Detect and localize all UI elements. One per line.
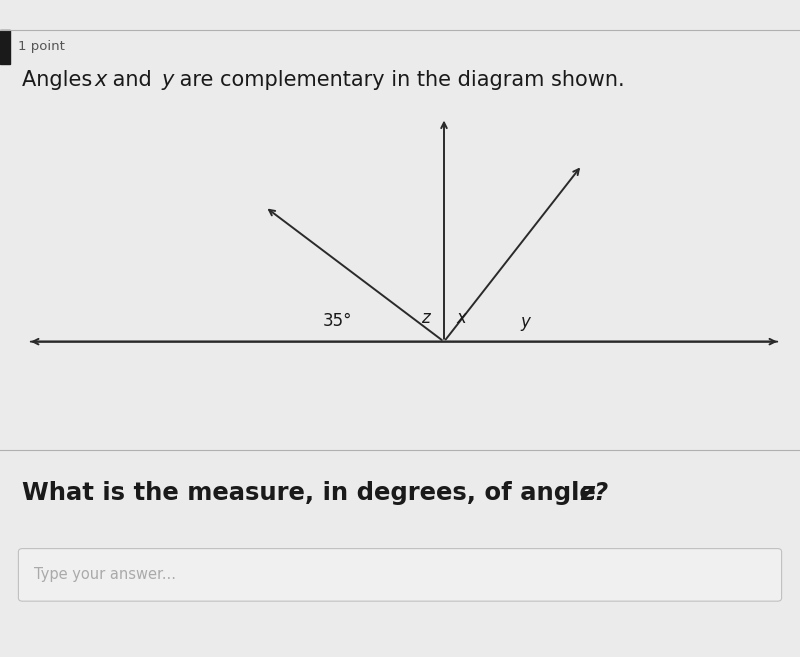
Text: 1 point: 1 point [18, 40, 65, 53]
Text: x: x [94, 70, 106, 90]
Bar [0, 30, 10, 64]
Text: are complementary in the diagram shown.: are complementary in the diagram shown. [173, 70, 625, 90]
Text: z?: z? [580, 481, 608, 505]
Text: x: x [456, 309, 466, 327]
Text: Angles: Angles [22, 70, 99, 90]
Text: y: y [520, 313, 530, 331]
Text: What is the measure, in degrees, of angle: What is the measure, in degrees, of angl… [22, 481, 605, 505]
Text: z: z [421, 309, 430, 327]
Text: Type your answer...: Type your answer... [34, 568, 176, 582]
Text: y: y [162, 70, 174, 90]
Text: 35°: 35° [322, 312, 352, 330]
Text: and: and [106, 70, 158, 90]
FancyBboxPatch shape [18, 549, 782, 601]
